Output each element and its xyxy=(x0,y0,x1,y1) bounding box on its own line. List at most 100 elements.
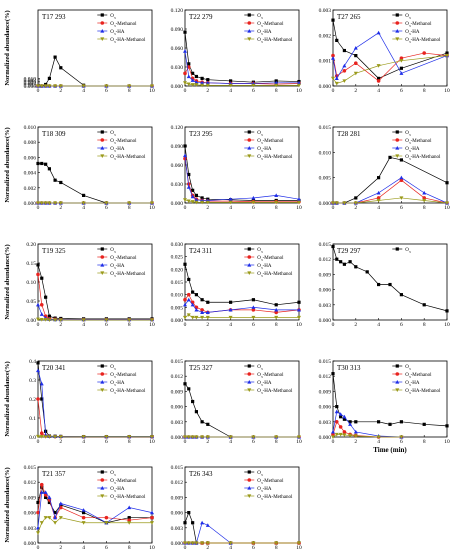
point-o3-ha-methanol xyxy=(53,521,58,525)
point-o3-ha-methanol xyxy=(53,435,58,439)
legend-label: O3-HA xyxy=(110,147,125,153)
point-o3-ha-methanol xyxy=(297,541,301,545)
point-o3-ha xyxy=(331,56,335,60)
point-o3-ha xyxy=(183,302,187,307)
y-tick-label: 0.008 xyxy=(24,140,37,146)
point-o3-ha-methanol xyxy=(104,435,109,439)
y-tick-label: 0.002 xyxy=(319,33,332,39)
legend-label: O3 xyxy=(257,471,263,477)
x-tick-label: 8 xyxy=(275,205,278,211)
y-tick-label: 0.012 xyxy=(24,480,37,486)
x-tick-label: 10 xyxy=(444,88,450,94)
point-o3 xyxy=(187,387,191,391)
point-o3 xyxy=(206,422,210,426)
legend-label: O3-HA-Methanol xyxy=(405,389,441,395)
point-o3-ha xyxy=(334,409,339,414)
x-tick-label: 2 xyxy=(354,205,357,211)
legend: O3 O3-Methanol O3-HA O3-HA-Methanol xyxy=(244,247,293,278)
x-tick-label: 4 xyxy=(82,439,85,445)
y-tick-label: 0.012 xyxy=(171,480,184,486)
point-o3 xyxy=(388,282,392,287)
point-o3-ha-methanol xyxy=(127,521,132,525)
point-o3 xyxy=(445,309,449,313)
y-tick-label: 0.030 xyxy=(171,182,184,188)
point-o3-ha xyxy=(100,263,105,267)
point-o3-ha-methanol xyxy=(190,200,195,204)
legend-label: O3-Methanol xyxy=(257,256,284,262)
y-tick-label: 0.4 xyxy=(29,359,36,365)
point-o3-methanol xyxy=(100,372,105,376)
point-o3-ha xyxy=(376,30,381,35)
point-o3-ha-methanol xyxy=(334,81,339,86)
point-o3-ha-methanol xyxy=(376,198,381,203)
y-tick-label: 0.120 xyxy=(171,125,184,131)
point-o3-ha-methanol xyxy=(150,84,154,88)
point-o3-ha-methanol xyxy=(247,154,252,158)
point-o3-ha-methanol xyxy=(297,315,301,320)
point-o3-ha xyxy=(251,195,256,200)
point-o3-ha xyxy=(274,307,279,312)
series-line-o3-methanol xyxy=(37,398,152,438)
x-tick-label: 10 xyxy=(444,322,450,328)
y-tick-label: 0.060 xyxy=(171,46,184,52)
point-o3-methanol xyxy=(251,308,256,312)
point-o3-ha xyxy=(47,495,52,499)
point-o3-ha-methanol xyxy=(186,313,191,317)
series-line-o3-methanol xyxy=(37,274,152,320)
point-o3-methanol xyxy=(100,21,105,25)
panel-t18-309: 0 2 4 6 8 10 0.000 0.002 0.004 0.006 0.008 0.010 T18… xyxy=(4,125,155,211)
point-o3-ha-methanol xyxy=(194,435,199,439)
y-tick-label: 0.009 xyxy=(24,495,37,501)
point-o3-methanol xyxy=(331,53,335,58)
panel-t19-325: 0 2 4 6 8 10 0.00 0.05 0.10 0.15 0.20 T19 325 O3 O3-M… xyxy=(4,242,155,328)
x-tick-label: 2 xyxy=(206,545,209,550)
point-o3 xyxy=(191,290,195,294)
legend-label: O3-Methanol xyxy=(257,139,284,145)
legend-label: O3 xyxy=(257,131,263,137)
point-o3 xyxy=(206,300,210,304)
point-o3-ha xyxy=(247,486,252,490)
y-tick-label: 0.015 xyxy=(319,242,332,248)
panel-title: T25 327 xyxy=(189,364,213,372)
x-tick-label: 0 xyxy=(332,439,335,445)
x-tick-label: 6 xyxy=(105,322,108,328)
point-o3-ha xyxy=(395,146,400,150)
y-tick-label: 0.120 xyxy=(171,8,184,14)
point-o3 xyxy=(445,424,449,428)
y-tick-label: 0.000 xyxy=(171,201,184,207)
point-o3-ha-methanol xyxy=(190,315,195,320)
point-o3-ha-methanol xyxy=(194,315,199,320)
y-tick-label: 0.015 xyxy=(171,465,184,471)
point-o3-ha-methanol xyxy=(251,435,256,439)
point-o3-methanol xyxy=(395,21,400,25)
point-o3 xyxy=(339,260,343,264)
series-line-o3-ha-methanol xyxy=(184,314,299,318)
point-o3-ha-methanol xyxy=(200,435,205,439)
point-o3-ha-methanol xyxy=(53,318,58,322)
x-tick-label: 4 xyxy=(377,439,380,445)
point-o3 xyxy=(335,405,339,409)
x-tick-label: 6 xyxy=(105,205,108,211)
point-o3-ha-methanol xyxy=(36,434,40,439)
point-o3-methanol xyxy=(338,425,343,429)
point-o3-methanol xyxy=(247,21,252,25)
x-tick-label: 0 xyxy=(332,205,335,211)
point-o3-ha xyxy=(127,505,132,510)
x-tick-label: 8 xyxy=(275,545,278,550)
point-o3 xyxy=(194,74,198,79)
point-o3-ha-methanol xyxy=(36,84,40,88)
point-o3-ha xyxy=(251,305,256,309)
point-o3-ha-methanol xyxy=(53,201,58,205)
point-o3-ha xyxy=(353,46,358,50)
x-tick-label: 4 xyxy=(82,545,85,550)
point-o3-ha xyxy=(36,368,40,373)
point-o3 xyxy=(365,270,369,274)
y-tick-label: 0.003 xyxy=(319,420,332,426)
series-line-o3-ha-methanol xyxy=(184,82,299,86)
point-o3-ha-methanol xyxy=(251,315,256,320)
point-o3-ha-methanol xyxy=(150,318,154,322)
point-o3-methanol xyxy=(331,432,335,437)
y-tick-label: 0.000 xyxy=(24,541,37,547)
x-tick-label: 6 xyxy=(400,439,403,445)
point-o3-ha-methanol xyxy=(81,435,86,439)
